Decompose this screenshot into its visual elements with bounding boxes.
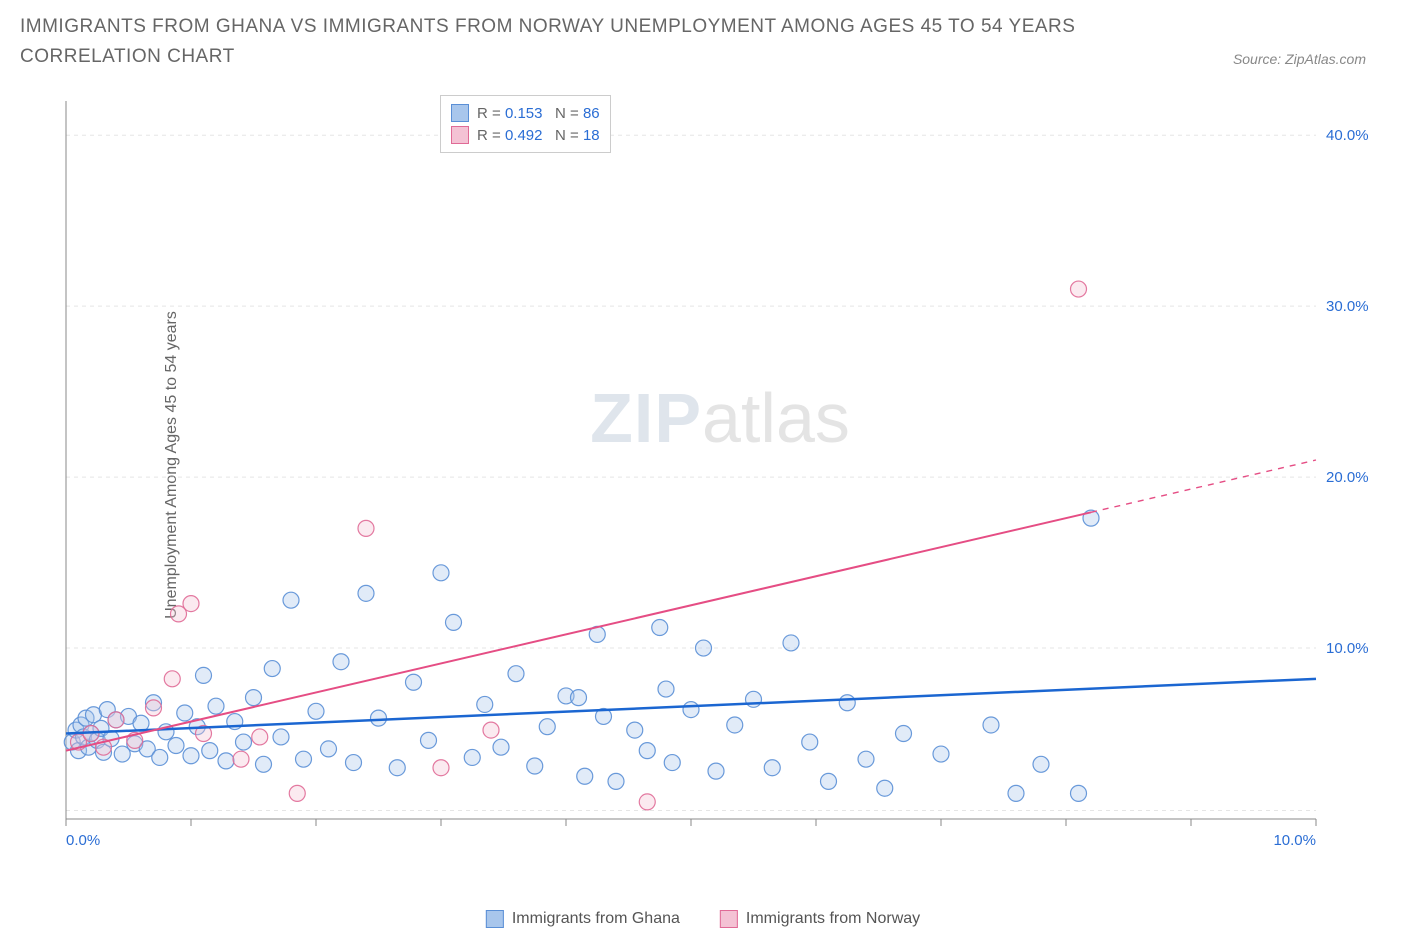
svg-text:0.0%: 0.0% bbox=[66, 832, 100, 849]
legend-swatch bbox=[451, 126, 469, 144]
source-label: Source: ZipAtlas.com bbox=[1233, 51, 1386, 73]
svg-text:40.0%: 40.0% bbox=[1326, 127, 1369, 144]
series-legend-item: Immigrants from Ghana bbox=[486, 910, 680, 928]
series-legend-label: Immigrants from Norway bbox=[746, 910, 920, 928]
legend-stats-text: R = 0.492 N = 18 bbox=[477, 127, 600, 144]
svg-text:30.0%: 30.0% bbox=[1326, 298, 1369, 315]
series-legend: Immigrants from Ghana Immigrants from Nor… bbox=[486, 910, 920, 928]
scatter-chart: 0.0%10.0%10.0%20.0%30.0%40.0% ZIPatlas R… bbox=[60, 95, 1380, 865]
legend-swatch bbox=[720, 910, 738, 928]
legend-row: R = 0.153 N = 86 bbox=[451, 102, 600, 124]
series-legend-item: Immigrants from Norway bbox=[720, 910, 920, 928]
svg-text:10.0%: 10.0% bbox=[1326, 640, 1369, 657]
legend-swatch bbox=[486, 910, 504, 928]
svg-text:10.0%: 10.0% bbox=[1273, 832, 1316, 849]
stats-legend: R = 0.153 N = 86 R = 0.492 N = 18 bbox=[440, 95, 611, 153]
series-legend-label: Immigrants from Ghana bbox=[512, 910, 680, 928]
chart-title: IMMIGRANTS FROM GHANA VS IMMIGRANTS FROM… bbox=[20, 12, 1120, 73]
legend-row: R = 0.492 N = 18 bbox=[451, 124, 600, 146]
legend-swatch bbox=[451, 104, 469, 122]
legend-stats-text: R = 0.153 N = 86 bbox=[477, 105, 600, 122]
svg-text:20.0%: 20.0% bbox=[1326, 469, 1369, 486]
